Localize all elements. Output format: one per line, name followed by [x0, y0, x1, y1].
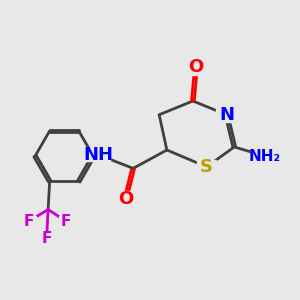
Text: NH₂: NH₂: [249, 148, 281, 164]
Text: F: F: [61, 214, 71, 229]
Bar: [22, 216, 36, 227]
Bar: [216, 107, 237, 122]
Text: S: S: [200, 158, 213, 176]
Text: O: O: [118, 190, 133, 208]
Text: F: F: [24, 214, 34, 229]
Bar: [115, 191, 136, 207]
Text: F: F: [41, 231, 52, 246]
Bar: [185, 60, 207, 75]
Bar: [251, 149, 279, 164]
Bar: [197, 160, 216, 174]
Bar: [59, 216, 73, 227]
Text: NH: NH: [83, 146, 113, 164]
Text: N: N: [219, 106, 234, 124]
Bar: [86, 148, 110, 161]
Text: O: O: [188, 58, 204, 76]
Bar: [40, 233, 53, 244]
